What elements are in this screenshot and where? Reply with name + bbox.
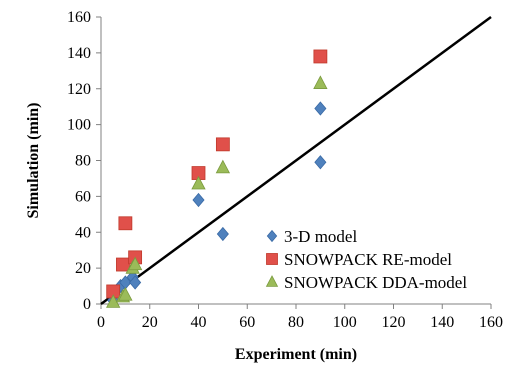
data-point-triangle [215,159,231,174]
x-tick-label: 160 [479,314,503,331]
data-point-diamond [129,275,142,290]
axes: 0 20 40 60 80 100 120 140 160 0 20 40 60 80 100 120 140 1… [25,9,503,363]
reference-line [100,15,492,306]
data-point-diamond [192,192,205,208]
x-tick-label: 140 [430,314,454,331]
x-tick-label: 40 [191,314,207,331]
data-point-triangle [191,175,206,190]
y-tick-label: 20 [75,260,91,277]
data-point-triangle [127,256,143,271]
y-tick-label: 160 [67,9,91,26]
x-axis-title: Experiment (min) [235,346,357,363]
data-point-triangle [313,75,328,89]
y-tick-label: 120 [67,81,91,98]
data-point-triangle [118,287,133,301]
series-triangle [106,75,328,308]
reference-line-group [100,15,492,306]
legend: 3-D model SNOWPACK RE-model SNOWPACK DDA-m… [265,227,467,292]
data-point-square [118,216,133,231]
y-tick-label: 60 [75,188,91,205]
legend-label: 3-D model [284,227,357,246]
data-point-diamond [314,101,327,116]
x-tick-label: 60 [239,314,255,331]
legend-marker-triangle [265,275,279,287]
y-tick-label: 40 [75,224,91,241]
y-tick-label: 140 [67,45,91,62]
y-tick-label: 80 [75,153,91,170]
legend-label: SNOWPACK RE-model [284,250,452,269]
x-tick-label: 20 [142,314,158,331]
data-point-diamond [314,155,327,170]
y-tick-label: 0 [83,296,91,313]
x-tick-label: 80 [288,314,304,331]
data-point-square [313,49,328,64]
legend-marker-diamond [266,229,278,243]
y-tick-label: 100 [67,117,91,134]
legend-marker-square [266,253,278,265]
y-axis-title: Simulation (min) [25,102,42,218]
data-points [106,49,328,308]
legend-label: SNOWPACK DDA-model [284,273,467,292]
series-square [106,49,328,299]
data-point-square [116,257,130,272]
x-tick-label: 120 [382,314,406,331]
data-point-square [215,137,230,152]
x-tick-label: 0 [97,314,105,331]
data-point-diamond [216,226,229,242]
x-tick-label: 100 [333,314,357,331]
